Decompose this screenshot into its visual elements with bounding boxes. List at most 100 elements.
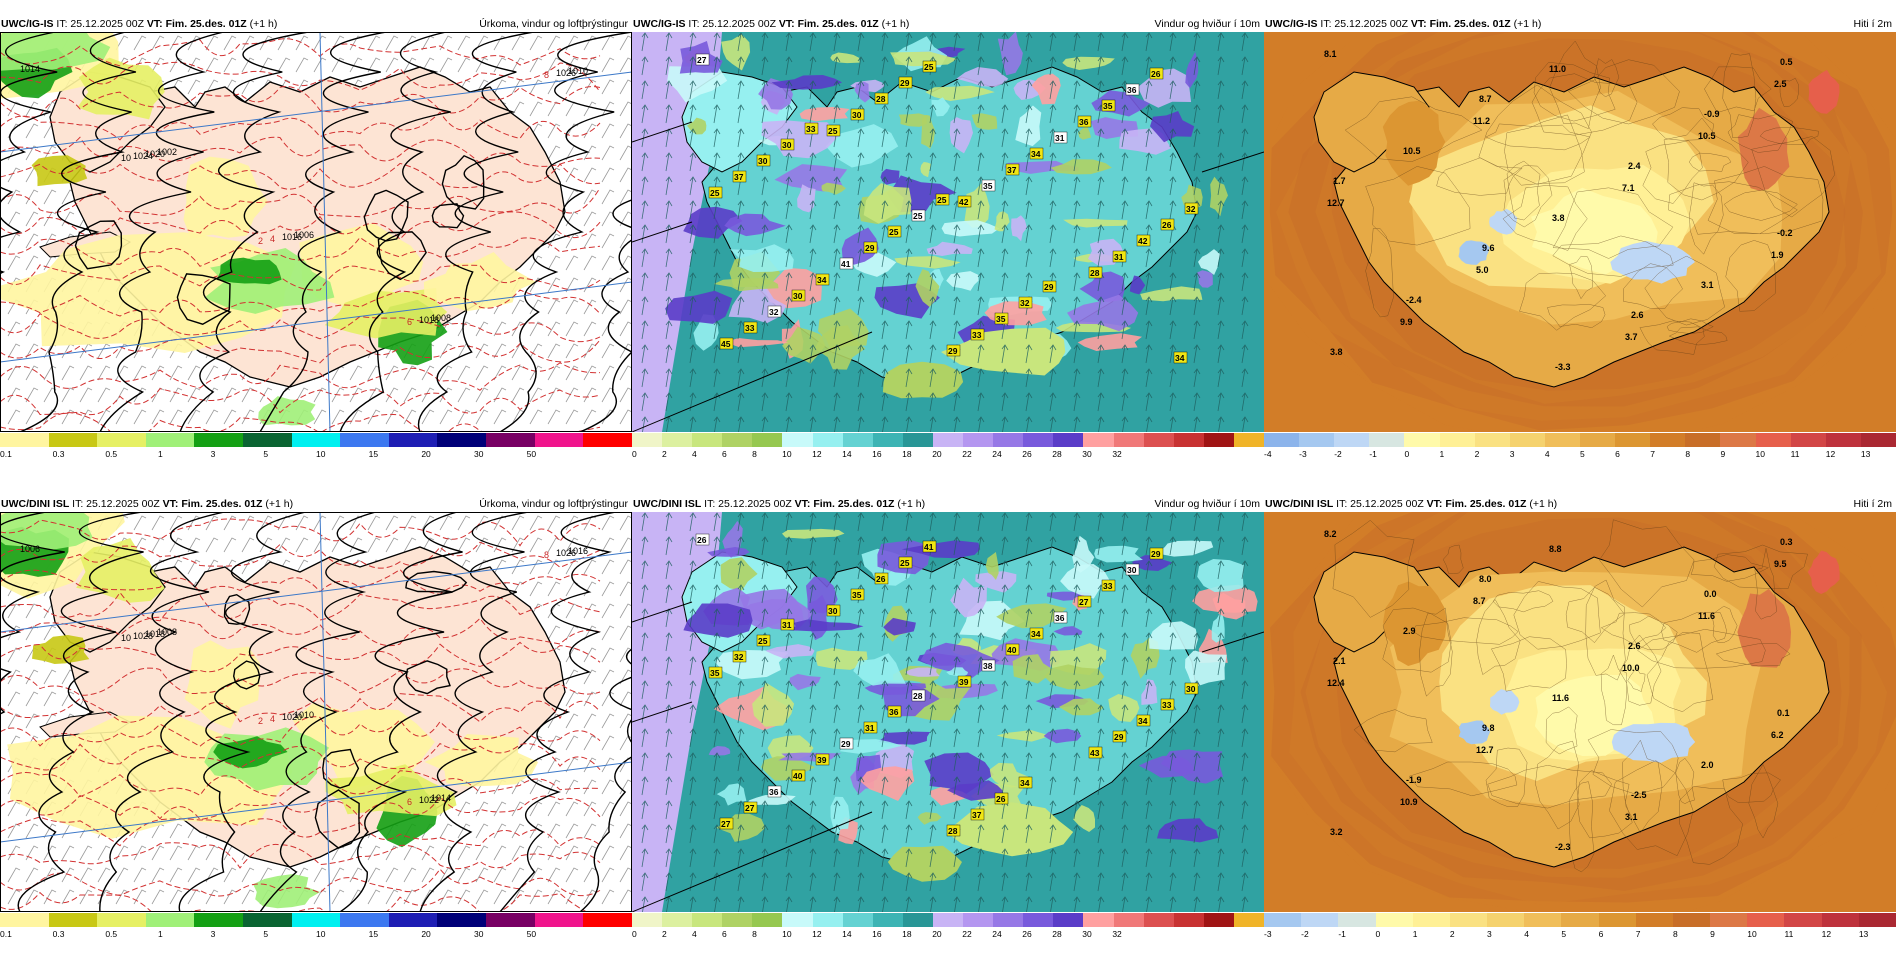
colorbar-swatch (842, 433, 873, 447)
colorbar-tick: 10 (782, 449, 792, 459)
temp-label: 11.2 (1473, 116, 1490, 126)
colorbar-swatch (1143, 913, 1174, 927)
gust-label: 33 (1162, 700, 1172, 710)
colorbar-swatch (1650, 433, 1686, 447)
colorbar-tick: -4 (1264, 449, 1272, 459)
colorbar-tick: 10 (316, 449, 326, 459)
model-name: UWC/IG-IS (633, 18, 686, 30)
gust-label: 25 (900, 558, 910, 568)
valid-label: VT: (1410, 18, 1427, 30)
colorbar-swatch (1825, 433, 1861, 447)
colorbar (1264, 913, 1896, 927)
valid-time: Fim. 25.des. 01Z (797, 18, 879, 30)
valid-time: Fim. 25.des. 01Z (181, 498, 263, 510)
colorbar-swatch (872, 433, 903, 447)
contour-label: 1010 (294, 710, 314, 720)
gust-label: 40 (793, 771, 803, 781)
gust-label: 30 (1186, 684, 1196, 694)
temp-label: 8.7 (1479, 94, 1492, 104)
valid-time: Fim. 25.des. 01Z (1445, 498, 1527, 510)
colorbar-tick: 22 (962, 929, 972, 939)
gust-label: 34 (1020, 778, 1030, 788)
colorbar-swatch (1375, 913, 1413, 927)
temp-label: 2.9 (1403, 626, 1416, 636)
colorbar-swatch (1579, 433, 1616, 447)
temp-label: 9.6 (1482, 243, 1495, 253)
colorbar-tick: 20 (421, 929, 431, 939)
colorbar-swatch (1023, 913, 1054, 927)
colorbar-tick: -3 (1264, 929, 1272, 939)
gust-label: 36 (1127, 85, 1137, 95)
temp-label: 0.3 (1780, 537, 1793, 547)
colorbar-swatch (752, 913, 783, 927)
gust-label: 27 (697, 55, 707, 65)
colorbar-swatch (1474, 433, 1510, 447)
gust-label: 42 (959, 197, 969, 207)
contour-label: 6 (407, 797, 412, 807)
contour-label: 1006 (294, 230, 314, 240)
colorbar-swatch (534, 433, 584, 447)
valid-label: VT: (794, 498, 811, 510)
contour-label: 1008 (157, 627, 177, 637)
colorbar-swatch (1755, 433, 1791, 447)
colorbar-swatch (782, 913, 813, 927)
colorbar-tick: 50 (526, 449, 537, 459)
panel-header: UWC/DINI ISL IT: 25.12.2025 00Z VT: Fim.… (0, 496, 632, 512)
lead-time: (+1 h) (897, 498, 926, 510)
gust-label: 33 (806, 124, 816, 134)
colorbar-tick: 50 (526, 929, 537, 939)
colorbar-swatch (1233, 433, 1264, 447)
gust-label: 37 (734, 172, 744, 182)
temp-label: 0.5 (1780, 57, 1793, 67)
map-panel: UWC/IG-IS IT: 25.12.2025 00Z VT: Fim. 25… (1264, 16, 1896, 476)
colorbar-swatch (692, 913, 723, 927)
gust-label: 29 (841, 739, 851, 749)
colorbar-ticks: 0.1 0.3 0.5 1 3 5 10 15 20 30 50 (0, 929, 632, 941)
temp-label: 5.0 (1476, 265, 1489, 275)
colorbar-swatch (1203, 433, 1234, 447)
colorbar-tick: -2 (1334, 449, 1342, 459)
colorbar-tick: 18 (902, 929, 912, 939)
colorbar-swatch (872, 913, 903, 927)
colorbar-swatch (1264, 913, 1302, 927)
model-name: UWC/IG-IS (1265, 18, 1318, 30)
colorbar-swatch (1821, 913, 1859, 927)
gust-label: 26 (996, 794, 1006, 804)
colorbar-tick: 0.3 (52, 449, 65, 459)
gust-label: 25 (913, 211, 923, 221)
colorbar-tick: 3 (1509, 449, 1515, 459)
valid-label: VT: (778, 18, 795, 30)
contour-label: 1002 (157, 147, 177, 157)
contour-label: 6 (407, 317, 412, 327)
gust-label: 30 (1127, 565, 1137, 575)
colorbar-tick: 16 (872, 929, 882, 939)
gust-label: 32 (769, 307, 779, 317)
panel-header: UWC/IG-IS IT: 25.12.2025 00Z VT: Fim. 25… (1264, 16, 1896, 32)
gust-label: 25 (758, 636, 768, 646)
gust-label: 30 (758, 156, 768, 166)
colorbar-swatch (486, 433, 535, 447)
gust-label: 36 (769, 787, 779, 797)
gust-label: 34 (1175, 353, 1185, 363)
colorbar-tick: 4 (1524, 929, 1529, 939)
colorbar (1264, 433, 1896, 447)
gust-label: 39 (817, 755, 827, 765)
colorbar-swatch (48, 913, 98, 927)
gust-label: 45 (721, 339, 731, 349)
map-canvas: 1014 1002 1006 1008 1010 1020 1016 1018 1026 1024… (0, 32, 632, 432)
colorbar-swatch (1083, 433, 1114, 447)
colorbar-ticks: 0 2 4 6 8 10 12 14 16 18 20 22 24 26 28 30 32 (632, 449, 1264, 461)
colorbar-tick: 0.1 (0, 449, 12, 459)
colorbar-ticks: -3 -2 -1 0 1 2 3 4 5 6 7 8 9 10 11 12 13 (1264, 929, 1896, 941)
contour-label: 8 (544, 70, 549, 80)
colorbar-swatch (782, 433, 813, 447)
colorbar (632, 433, 1264, 447)
gust-label: 36 (1055, 613, 1065, 623)
colorbar-tick: 0.5 (105, 929, 118, 939)
colorbar-tick: 2 (662, 449, 667, 459)
colorbar-tick: 0.5 (105, 449, 118, 459)
colorbar-tick: 0.1 (0, 929, 12, 939)
colorbar-tick: 1 (1439, 449, 1445, 459)
colorbar-swatch (1338, 913, 1376, 927)
colorbar-tick: 5 (1561, 929, 1567, 939)
